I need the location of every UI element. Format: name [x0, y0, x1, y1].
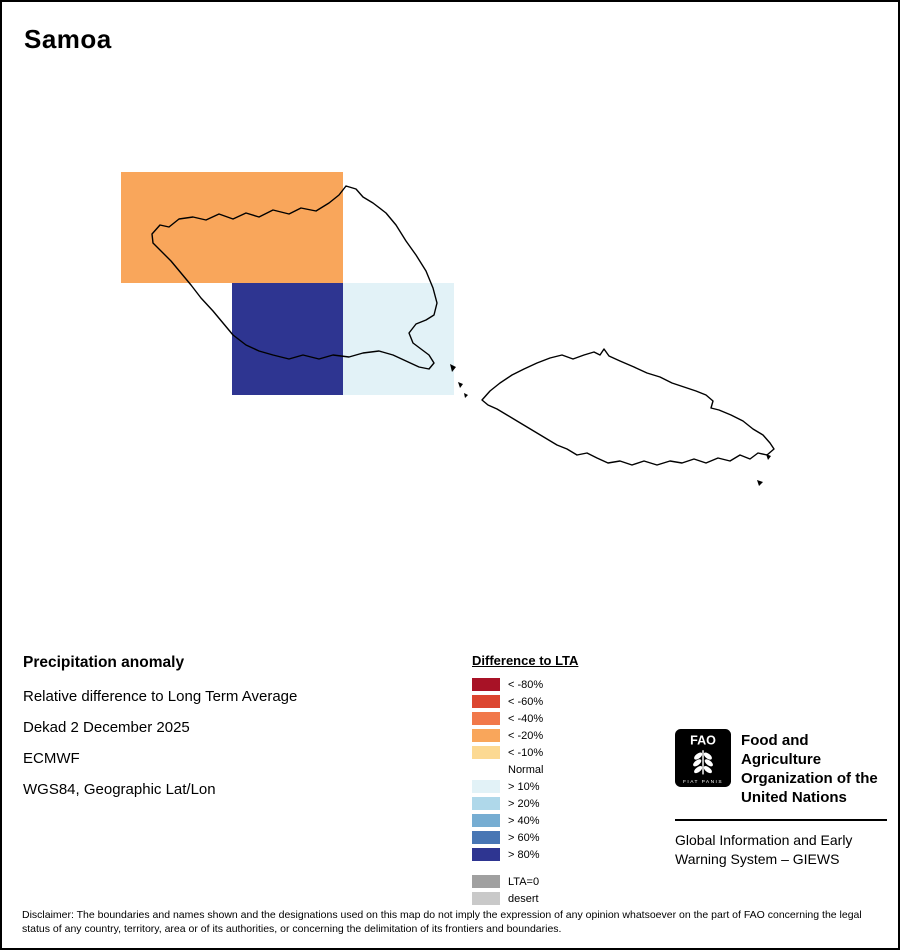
legend-title: Difference to LTA — [472, 653, 579, 668]
legend-label: > 40% — [508, 814, 540, 827]
anomaly-cell-paleblue — [343, 283, 454, 395]
legend-row: > 80% — [472, 846, 578, 863]
legend-row: > 10% — [472, 778, 578, 795]
legend-swatch — [472, 712, 500, 725]
island-outline-west — [151, 185, 438, 370]
fao-name-line: United Nations — [741, 789, 847, 806]
legend-label: > 10% — [508, 780, 540, 793]
legend-row: < -80% — [472, 676, 578, 693]
giews-line: Global Information and Early — [675, 832, 853, 848]
legend-swatch — [472, 875, 500, 888]
legend-swatch — [472, 848, 500, 861]
anomaly-cell-orange — [121, 172, 343, 283]
legend-swatch — [472, 780, 500, 793]
legend-row: < -10% — [472, 744, 578, 761]
legend-row: < -60% — [472, 693, 578, 710]
legend-swatch — [472, 746, 500, 759]
legend: Difference to LTA < -80% < -60% < -40% <… — [472, 653, 578, 907]
page-title: Samoa — [24, 24, 112, 54]
legend-swatch — [472, 797, 500, 810]
disclaimer-text: Disclaimer: The boundaries and names sho… — [22, 909, 862, 935]
info-heading: Precipitation anomaly — [23, 654, 185, 671]
legend-row: > 20% — [472, 795, 578, 812]
anomaly-cell-navy — [232, 283, 343, 395]
legend-label: < -20% — [508, 729, 544, 742]
legend-swatch — [472, 678, 500, 691]
giews-line: Warning System – GIEWS — [675, 851, 840, 867]
svg-text:FIAT PANIS: FIAT PANIS — [683, 779, 723, 785]
legend-row: desert — [472, 890, 578, 907]
legend-swatch — [472, 763, 500, 776]
legend-swatch — [472, 695, 500, 708]
fao-org-name: Food and Agriculture Organization of the… — [741, 728, 887, 807]
info-projection: WGS84, Geographic Lat/Lon — [23, 781, 216, 798]
legend-row: LTA=0 — [472, 873, 578, 890]
legend-swatch — [472, 831, 500, 844]
svg-text:FAO: FAO — [690, 733, 716, 747]
legend-row: < -40% — [472, 710, 578, 727]
legend-swatch — [472, 814, 500, 827]
samoa-map — [121, 172, 775, 486]
legend-label: Normal — [508, 763, 544, 776]
legend-label: > 60% — [508, 831, 540, 844]
legend-label: < -60% — [508, 695, 544, 708]
fao-divider — [675, 819, 887, 821]
fao-name-line: Organization of the — [741, 770, 878, 787]
fao-name-line: Food and Agriculture — [741, 732, 822, 768]
legend-row: < -20% — [472, 727, 578, 744]
legend-label: < -40% — [508, 712, 544, 725]
info-source: ECMWF — [23, 750, 80, 767]
legend-label: < -10% — [508, 746, 544, 759]
legend-label: > 80% — [508, 848, 540, 861]
giews-label: Global Information and Early Warning Sys… — [675, 831, 887, 869]
legend-row: > 60% — [472, 829, 578, 846]
wheat-ear-icon — [693, 750, 713, 775]
info-subtitle: Relative difference to Long Term Average — [23, 688, 298, 705]
info-dekad: Dekad 2 December 2025 — [23, 719, 190, 736]
fao-logo-icon: FAO FIAT PANIS — [675, 729, 732, 787]
legend-label: LTA=0 — [508, 875, 540, 888]
legend-label: < -80% — [508, 678, 544, 691]
legend-swatch — [472, 729, 500, 742]
legend-row: Normal — [472, 761, 578, 778]
legend-label: desert — [508, 892, 539, 905]
legend-label: > 20% — [508, 797, 540, 810]
small-islets — [450, 364, 771, 486]
legend-row: > 40% — [472, 812, 578, 829]
island-outline-east — [481, 348, 775, 466]
legend-swatch — [472, 892, 500, 905]
fao-branding-block: FAO FIAT PANIS Food and Agriculture Orga… — [675, 728, 887, 869]
map-info-block: Precipitation anomaly Relative differenc… — [23, 654, 297, 812]
